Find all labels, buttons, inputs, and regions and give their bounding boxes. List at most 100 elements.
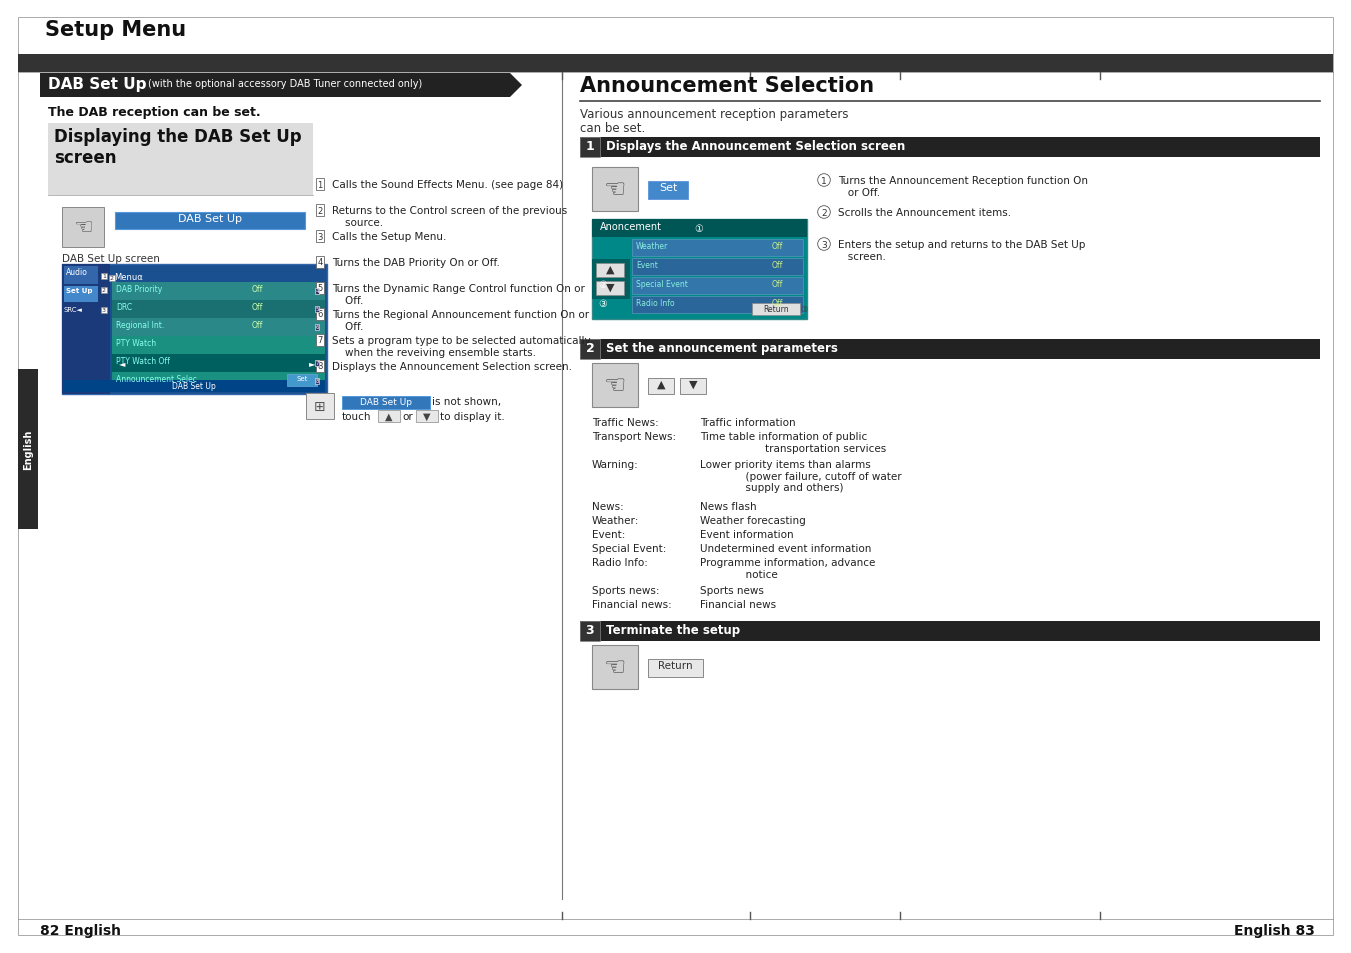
Text: 1: 1: [317, 180, 323, 190]
Text: Announcement Selec: Announcement Selec: [116, 375, 197, 384]
Text: ☜: ☜: [604, 374, 626, 397]
Text: Off: Off: [253, 320, 263, 330]
Bar: [378, 411, 400, 422]
Text: Anoncement: Anoncement: [600, 222, 662, 232]
Text: ①: ①: [694, 224, 704, 233]
Text: ▼: ▼: [605, 283, 615, 293]
Polygon shape: [490, 74, 521, 98]
Bar: [648, 378, 674, 395]
Bar: [596, 264, 624, 277]
Text: 1: 1: [103, 274, 105, 279]
Text: Financial news:: Financial news:: [592, 599, 671, 609]
Text: Audio: Audio: [66, 268, 88, 276]
Bar: [49, 124, 313, 195]
Bar: [18, 370, 38, 530]
Bar: [62, 265, 109, 395]
Text: 2: 2: [109, 276, 113, 281]
Bar: [63, 287, 99, 303]
Text: Off: Off: [253, 285, 263, 294]
Bar: [63, 267, 99, 285]
Text: 2: 2: [585, 341, 594, 355]
Text: DAB Set Up: DAB Set Up: [49, 77, 146, 91]
Bar: [112, 336, 326, 355]
Bar: [112, 283, 326, 301]
Text: Lower priority items than alarms
              (power failure, cutoff of water
 : Lower priority items than alarms (power …: [700, 459, 901, 493]
Bar: [680, 378, 707, 395]
Text: 2: 2: [821, 209, 827, 217]
Text: DAB Set Up: DAB Set Up: [172, 381, 216, 391]
Text: Return: Return: [763, 305, 789, 314]
Bar: [592, 260, 630, 299]
Text: ▼: ▼: [423, 412, 431, 421]
Bar: [580, 621, 600, 641]
Text: 82 English: 82 English: [41, 923, 122, 937]
Text: 5: 5: [317, 284, 323, 294]
Text: ☜: ☜: [604, 178, 626, 202]
Text: Time table information of public
                    transportation services: Time table information of public transpo…: [700, 432, 886, 453]
Text: ▼: ▼: [689, 379, 697, 390]
Text: Special Event:: Special Event:: [592, 543, 666, 554]
Text: PTY Watch: PTY Watch: [116, 338, 157, 348]
Text: News:: News:: [592, 501, 624, 512]
Bar: [580, 339, 1320, 359]
Text: Enters the setup and returns to the DAB Set Up
   screen.: Enters the setup and returns to the DAB …: [838, 240, 1085, 261]
Bar: [112, 373, 326, 391]
Text: SRC◄: SRC◄: [63, 307, 82, 313]
Text: Various announcement reception parameters: Various announcement reception parameter…: [580, 108, 848, 121]
Text: Off: Off: [771, 298, 784, 308]
Text: Regional Int.: Regional Int.: [116, 320, 165, 330]
Bar: [753, 304, 800, 315]
Text: 3: 3: [317, 233, 323, 241]
Text: Off: Off: [771, 261, 784, 270]
Bar: [632, 277, 802, 294]
Bar: [632, 240, 802, 256]
Text: or: or: [403, 412, 413, 421]
Text: is not shown,: is not shown,: [432, 396, 501, 407]
Text: Turns the Dynamic Range Control function On or
    Off.: Turns the Dynamic Range Control function…: [332, 284, 585, 305]
Text: Event: Event: [636, 261, 658, 270]
Text: Setup Menu: Setup Menu: [45, 20, 186, 40]
Text: ⊞: ⊞: [315, 399, 326, 414]
Bar: [112, 355, 326, 373]
Text: 3: 3: [586, 623, 594, 637]
Text: DAB Set Up screen: DAB Set Up screen: [62, 253, 159, 264]
Text: 3: 3: [101, 308, 105, 314]
Text: Return: Return: [658, 660, 692, 670]
Bar: [592, 220, 807, 237]
Text: ◄: ◄: [119, 359, 126, 368]
Text: English 83: English 83: [1233, 923, 1315, 937]
Bar: [580, 138, 1320, 158]
Text: Traffic information: Traffic information: [700, 417, 796, 428]
Text: Warning:: Warning:: [592, 459, 639, 470]
Text: PTY Watch Off: PTY Watch Off: [116, 356, 170, 366]
Text: 2: 2: [317, 206, 323, 215]
Text: Turns the Announcement Reception function On
   or Off.: Turns the Announcement Reception functio…: [838, 175, 1088, 197]
Text: Transport News:: Transport News:: [592, 432, 676, 441]
Bar: [286, 375, 317, 387]
Bar: [596, 282, 624, 295]
Bar: [115, 213, 305, 230]
Text: Set: Set: [659, 183, 677, 193]
Text: Set Up: Set Up: [66, 288, 92, 294]
Text: ☜: ☜: [604, 656, 626, 679]
Text: 3: 3: [821, 240, 827, 250]
Text: Sports news:: Sports news:: [592, 585, 659, 596]
Bar: [592, 168, 638, 212]
Text: News flash: News flash: [700, 501, 757, 512]
Text: ▲: ▲: [385, 412, 393, 421]
Bar: [592, 364, 638, 408]
Text: 8: 8: [317, 362, 323, 371]
Text: Weather forecasting: Weather forecasting: [700, 516, 805, 525]
Text: Scrolls the Announcement items.: Scrolls the Announcement items.: [838, 208, 1011, 218]
Bar: [305, 394, 334, 419]
Text: Off: Off: [771, 242, 784, 251]
Text: Sets a program type to be selected automatically
    when the reveiving ensemble: Sets a program type to be selected autom…: [332, 335, 590, 357]
Text: Displays the Announcement Selection screen: Displays the Announcement Selection scre…: [607, 140, 905, 152]
Text: 6: 6: [315, 325, 319, 330]
Text: can be set.: can be set.: [580, 122, 646, 135]
Text: 6: 6: [317, 310, 323, 319]
Bar: [63, 380, 326, 393]
Text: Announcement Selection: Announcement Selection: [580, 76, 874, 96]
Text: to display it.: to display it.: [440, 412, 505, 421]
Text: DRC: DRC: [116, 303, 132, 312]
